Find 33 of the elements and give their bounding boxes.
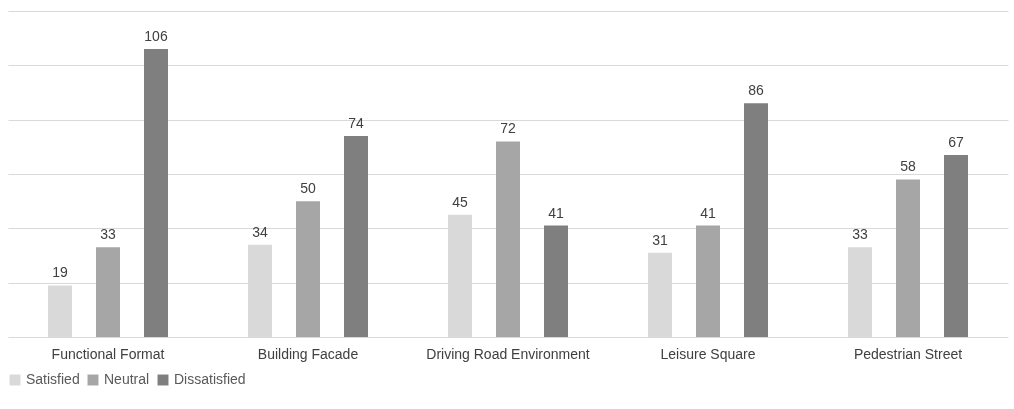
data-label: 41 (700, 204, 716, 221)
data-label: 19 (52, 264, 68, 281)
data-label: 50 (300, 180, 316, 197)
data-label: 106 (144, 28, 168, 45)
data-label: 67 (948, 133, 964, 150)
bar (344, 135, 368, 337)
bar (96, 247, 120, 337)
legend-label: Dissatisfied (174, 371, 246, 387)
bar (744, 103, 768, 337)
data-label: 33 (100, 226, 116, 243)
data-label: 33 (852, 226, 868, 243)
x-tick-label: Driving Road Environment (426, 345, 590, 362)
x-tick-label: Functional Format (51, 345, 165, 362)
bar (296, 201, 320, 337)
bar (896, 179, 920, 337)
bar (696, 225, 720, 337)
bar (944, 154, 968, 337)
x-tick-label: Pedestrian Street (853, 345, 963, 362)
data-label: 34 (252, 223, 268, 240)
data-label: 45 (452, 193, 468, 210)
data-label: 74 (348, 114, 364, 131)
data-label: 86 (748, 82, 764, 99)
legend-label: Satisfied (26, 371, 80, 387)
data-label: 72 (500, 120, 516, 137)
bar (496, 141, 520, 337)
bar (544, 225, 568, 337)
x-tick-label: Leisure Square (660, 345, 756, 362)
bar (144, 49, 168, 337)
data-label: 41 (548, 204, 564, 221)
legend-label: Neutral (104, 371, 150, 387)
data-label: 58 (900, 158, 916, 175)
data-label: 31 (652, 231, 668, 248)
x-tick-label: Building Facade (257, 345, 359, 362)
